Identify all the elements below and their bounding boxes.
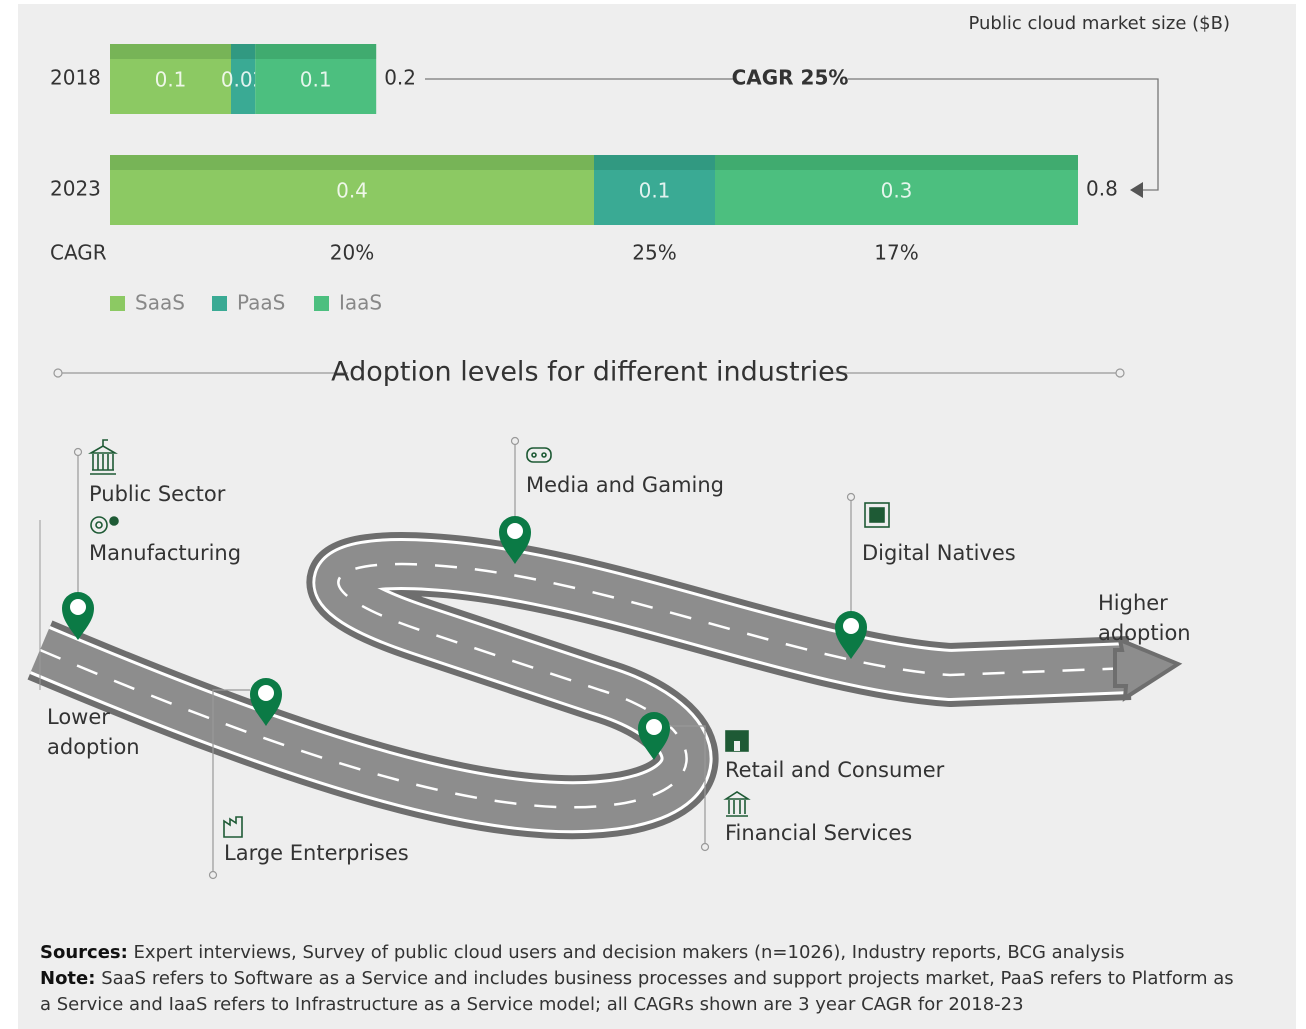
stop-label: Manufacturing: [89, 538, 241, 568]
stop-label: Media and Gaming: [526, 470, 724, 500]
footer: Sources: Expert interviews, Survey of pu…: [40, 940, 1250, 1018]
total-label: 0.2: [384, 66, 416, 90]
legend-swatch: [110, 296, 125, 311]
y-tick-label: 2018: [50, 66, 101, 90]
bar-top-shade: [231, 44, 255, 59]
y-tick-label: 2023: [50, 177, 101, 201]
bar-top-shade: [715, 155, 1078, 170]
start-label: Lower adoption: [47, 702, 147, 762]
bar-top-shade: [110, 44, 231, 59]
sources-label: Sources:: [40, 942, 128, 963]
cagr-annotation: CAGR 25%: [732, 66, 849, 90]
note-text: SaaS refers to Software as a Service and…: [40, 968, 1234, 1015]
note-label: Note:: [40, 968, 95, 989]
bar-top-shade: [594, 155, 715, 170]
end-label: Higher adoption: [1098, 588, 1198, 648]
stop-label: Financial Services: [725, 818, 912, 848]
value-label: 0.1: [155, 68, 187, 92]
note: Note: SaaS refers to Software as a Servi…: [40, 966, 1250, 1018]
cagr-value: 17%: [874, 241, 918, 265]
sources-text: Expert interviews, Survey of public clou…: [134, 942, 1125, 963]
infographic: Public cloud market size ($B) CAGR 25% C…: [0, 0, 1306, 1029]
cagr-value: 20%: [330, 241, 374, 265]
bar-top-shade: [110, 155, 594, 170]
total-label: 0.8: [1086, 177, 1118, 201]
bar-top-shade: [255, 44, 376, 59]
stop-label: Retail and Consumer: [725, 755, 944, 785]
value-label: 0.3: [881, 179, 913, 203]
stop-label: Large Enterprises: [224, 838, 409, 868]
legend-swatch: [212, 296, 227, 311]
legend-label: SaaS: [135, 291, 185, 315]
value-label: 0.1: [639, 179, 671, 203]
legend-label: PaaS: [237, 291, 285, 315]
legend-label: IaaS: [339, 291, 382, 315]
stop-label: Public Sector: [89, 479, 225, 509]
value-label: 0.1: [300, 68, 332, 92]
cagr-label: CAGR: [50, 241, 107, 265]
value-label: 0.4: [336, 179, 368, 203]
diagram-title: Adoption levels for different industries: [331, 357, 849, 388]
cagr-value: 25%: [632, 241, 676, 265]
chart: Public cloud market size ($B) CAGR 25% C…: [0, 0, 1306, 1029]
chart-subtitle: Public cloud market size ($B): [968, 13, 1230, 34]
legend-swatch: [314, 296, 329, 311]
sources: Sources: Expert interviews, Survey of pu…: [40, 940, 1250, 966]
stop-label: Digital Natives: [862, 538, 1016, 568]
